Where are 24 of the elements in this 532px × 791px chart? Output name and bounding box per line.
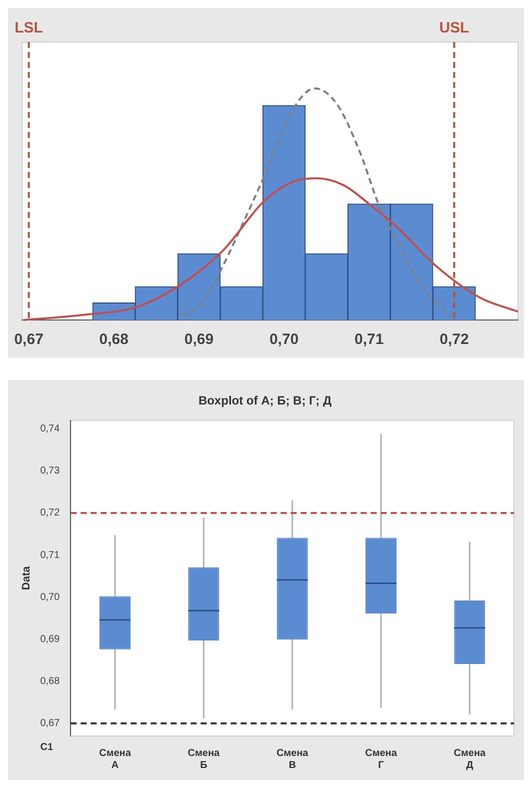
y-tick-label: 0,68: [40, 676, 60, 688]
x-tick-label: Смена Б: [188, 748, 220, 771]
y-tick-label: 0,71: [40, 550, 60, 561]
y-tick-label: 0,73: [40, 466, 60, 477]
x-tick-label: 0,70: [269, 331, 299, 348]
y-axis-title: Data: [20, 565, 33, 590]
ref-line-label: USL: [439, 20, 470, 37]
y-tick-label: 0,67: [40, 718, 60, 730]
x-axis-title: C1: [40, 742, 54, 753]
x-tick-label: 0,71: [354, 331, 384, 348]
x-tick-label: Смена Г: [365, 748, 398, 771]
chart-title: Boxplot of А; Б; В; Г; Д: [198, 394, 332, 408]
y-tick-label: 0,69: [40, 634, 60, 645]
x-tick-label: Смена Д: [454, 748, 486, 771]
ref-line-label: LSL: [14, 20, 43, 37]
y-tick-label: 0,70: [40, 592, 60, 603]
x-tick-label: 0,67: [14, 331, 44, 348]
y-tick-label: 0,74: [40, 424, 60, 435]
x-tick-label: Смена А: [99, 748, 132, 771]
x-tick-label: 0,69: [184, 331, 214, 348]
x-tick-label: Смена В: [276, 748, 309, 771]
x-tick-label: 0,68: [99, 331, 128, 348]
x-tick-label: 0,72: [440, 331, 469, 348]
y-tick-label: 0,72: [40, 508, 60, 519]
